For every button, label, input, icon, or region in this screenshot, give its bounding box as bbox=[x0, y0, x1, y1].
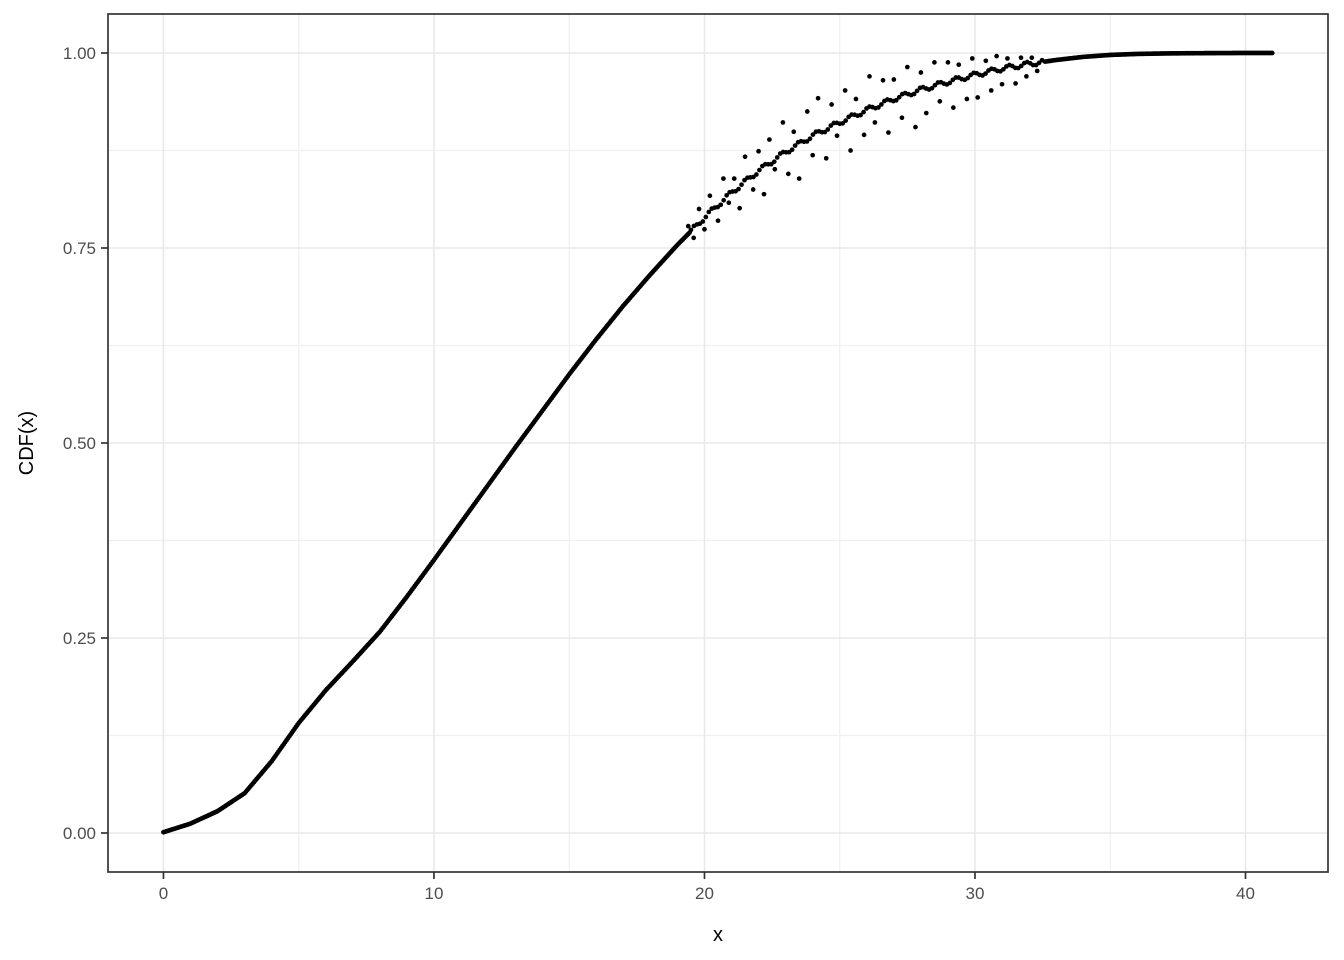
scatter-point bbox=[761, 191, 767, 197]
scatter-point bbox=[785, 171, 791, 177]
scatter-point bbox=[1024, 74, 1029, 79]
scatter-point bbox=[848, 148, 853, 153]
scatter-point bbox=[737, 205, 742, 211]
scatter-point bbox=[950, 105, 956, 110]
scatter-point bbox=[1029, 55, 1035, 61]
scatter-point bbox=[994, 53, 999, 59]
x-tick-label: 0 bbox=[159, 884, 168, 903]
x-tick-label: 40 bbox=[1236, 884, 1255, 903]
scatter-point bbox=[983, 58, 989, 64]
scatter-point bbox=[834, 133, 840, 139]
axis-tick-labels: 0 10 20 30 40 0.00 0.25 0.50 0.75 1.00 bbox=[63, 44, 1255, 903]
scatter-point bbox=[899, 115, 905, 121]
x-tick-label: 30 bbox=[966, 884, 985, 903]
scatter-point bbox=[872, 120, 878, 125]
x-tick-label: 20 bbox=[695, 884, 714, 903]
scatter-point bbox=[969, 56, 975, 61]
scatter-point bbox=[988, 88, 994, 93]
y-tick-label: 0.75 bbox=[63, 239, 96, 258]
scatter-point bbox=[804, 109, 810, 114]
scatter-point bbox=[842, 88, 848, 93]
scatter-point bbox=[937, 99, 943, 104]
scatter-point bbox=[886, 130, 891, 135]
scatter-point bbox=[1013, 81, 1018, 86]
scatter-point bbox=[913, 124, 918, 130]
y-tick-label: 0.00 bbox=[63, 824, 96, 843]
scatter-point bbox=[696, 206, 702, 212]
scatter-point bbox=[767, 137, 772, 142]
scatter-point bbox=[791, 129, 797, 135]
scatter-point bbox=[867, 74, 872, 79]
scatter-point bbox=[715, 218, 721, 224]
data-points bbox=[161, 50, 1275, 835]
scatter-point bbox=[1005, 56, 1010, 61]
y-tick-label: 1.00 bbox=[63, 44, 96, 63]
scatter-point bbox=[829, 102, 834, 107]
scatter-point bbox=[956, 62, 962, 68]
axis-tick-marks bbox=[101, 52, 1247, 879]
scatter-point bbox=[691, 235, 697, 241]
scatter-point bbox=[742, 154, 748, 160]
scatter-point bbox=[975, 95, 981, 100]
y-tick-label: 0.25 bbox=[63, 629, 96, 648]
scatter-points bbox=[685, 53, 1040, 241]
x-tick-label: 10 bbox=[425, 884, 444, 903]
scatter-point bbox=[923, 110, 929, 116]
scatter-point bbox=[945, 60, 951, 65]
scatter-point bbox=[853, 96, 859, 102]
y-tick-label: 0.50 bbox=[63, 434, 96, 453]
scatter-point bbox=[780, 120, 786, 125]
scatter-point bbox=[1034, 68, 1040, 74]
scatter-point bbox=[707, 193, 713, 199]
scatter-point bbox=[796, 176, 802, 181]
scatter-point bbox=[999, 81, 1005, 87]
x-axis-title: x bbox=[713, 924, 723, 946]
scatter-point bbox=[815, 95, 821, 101]
scatter-point bbox=[721, 176, 726, 181]
scatter-point bbox=[861, 132, 867, 138]
scatter-point bbox=[685, 223, 691, 229]
scatter-point bbox=[731, 176, 737, 181]
scatter-point bbox=[891, 77, 897, 82]
scatter-point bbox=[880, 77, 886, 83]
major-gridlines bbox=[108, 14, 1328, 872]
scatter-point bbox=[756, 148, 761, 154]
scatter-point bbox=[750, 187, 756, 192]
scatter-point bbox=[726, 200, 732, 206]
scatter-point bbox=[918, 70, 924, 75]
scatter-point bbox=[932, 60, 937, 65]
scatter-point bbox=[905, 64, 910, 70]
scatter-point bbox=[964, 96, 970, 102]
scatter-point bbox=[823, 155, 829, 161]
scatter-point bbox=[1018, 55, 1024, 61]
scatter-point bbox=[772, 166, 778, 172]
scatter-point bbox=[810, 152, 816, 158]
scatter-point bbox=[702, 226, 707, 232]
y-axis-title: CDF(x) bbox=[16, 411, 38, 475]
